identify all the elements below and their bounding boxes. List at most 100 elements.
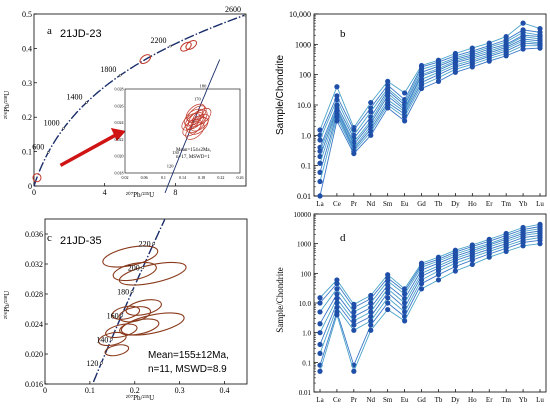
panel-c-annotation-1: Mean=155±12Ma, bbox=[148, 350, 229, 361]
pb-y-tick-label: 1000 bbox=[295, 40, 311, 49]
panel-c-ellipse bbox=[105, 323, 138, 339]
panel-d-label: d bbox=[340, 232, 346, 244]
inset-ellipse bbox=[192, 107, 212, 126]
pd-data-point bbox=[452, 263, 458, 270]
panel-a-x-tick-label: 8 bbox=[173, 188, 177, 197]
panel-a-y-tick-label: 0.3 bbox=[22, 79, 32, 88]
pb-data-point bbox=[368, 99, 374, 106]
pb-data-point bbox=[418, 85, 425, 92]
panel-c-xlabel: ²⁰⁷Pb/²³⁵U bbox=[126, 394, 154, 402]
panel-a-ellipse bbox=[139, 54, 152, 65]
pd-data-point bbox=[317, 295, 323, 301]
panel-a-ylabel: ²⁰⁶Pb/²³⁸U bbox=[3, 91, 11, 119]
pb-data-point bbox=[334, 97, 340, 103]
inset-annotation-2: n=17, MSWD=1 bbox=[176, 155, 210, 160]
pb-x-tick-label: Lu bbox=[536, 200, 544, 208]
panel-d-ylabel-wrap: Sample/Chondrite bbox=[275, 267, 285, 333]
pd-data-point bbox=[317, 309, 323, 315]
pb-x-tick-label: Tm bbox=[501, 200, 511, 208]
inset-ellipse bbox=[190, 113, 210, 132]
panel-a-y-axis-label: ²⁰⁶Pb/²³⁸U bbox=[3, 91, 11, 119]
pd-data-point bbox=[385, 286, 391, 292]
panel-d-marks bbox=[317, 221, 543, 374]
pd-x-tick-label: Er bbox=[486, 396, 493, 404]
pb-data-point bbox=[317, 193, 323, 199]
panel-a-y-tick-label: 0 bbox=[28, 182, 32, 191]
pd-data-point bbox=[351, 304, 357, 311]
pb-data-point bbox=[317, 153, 323, 160]
pb-data-point bbox=[435, 78, 442, 84]
panel-c-y-tick-label: 0.032 bbox=[25, 260, 43, 269]
inset-y-tick-label: 0.018 bbox=[115, 171, 124, 176]
pb-data-point bbox=[435, 75, 442, 81]
panel-a: ²⁰⁶Pb/²³⁸U ²⁰⁷Pb/²³⁵U a 21JD-23 0 4 800.10… bbox=[3, 5, 247, 199]
panel-a-frame bbox=[33, 13, 247, 187]
panel-c-age-label: 160 bbox=[107, 312, 119, 321]
panel-c-ellipse bbox=[120, 312, 185, 336]
panel-c-age-label: 200 bbox=[128, 264, 140, 273]
panel-c-marks: 120 140 160 180 200 220 bbox=[86, 219, 187, 383]
pd-data-point bbox=[469, 261, 475, 268]
panel-a-x-tick-label: 4 bbox=[103, 188, 107, 197]
pd-data-point bbox=[317, 368, 323, 374]
panel-a-age-label: 1000 bbox=[44, 118, 60, 127]
pb-data-point bbox=[351, 127, 357, 133]
pb-series-line bbox=[319, 22, 541, 131]
pb-data-point bbox=[402, 90, 408, 96]
panel-b: Sample/Chondrite b 0.01 0.1 1.0 10.0 100 1000… bbox=[275, 10, 547, 208]
pd-x-tick-label: Gd bbox=[417, 396, 426, 404]
panel-c-ellipse bbox=[119, 318, 160, 336]
pb-data-point bbox=[402, 118, 408, 124]
panel-a-xlabel: ²⁰⁷Pb/²³⁵U bbox=[126, 191, 154, 199]
pd-data-point bbox=[520, 243, 526, 249]
pd-series-line bbox=[319, 223, 541, 305]
pd-y-tick-label: 0.01 bbox=[299, 389, 312, 397]
panel-c-x-tick-label: 0.3 bbox=[175, 386, 185, 395]
panel-a-ellipse bbox=[185, 39, 198, 50]
panel-a-age-marker bbox=[169, 44, 172, 48]
pd-data-point bbox=[368, 327, 374, 333]
pd-series-line bbox=[319, 243, 541, 373]
pd-frame bbox=[313, 213, 547, 393]
panel-a-concordia-curve bbox=[33, 14, 246, 187]
panel-c-y-tick-label: 0.024 bbox=[25, 320, 43, 329]
panel-a-age-marker bbox=[62, 127, 65, 130]
panel-a-age-label: 2600 bbox=[225, 5, 241, 14]
panel-c-x-tick-label: 0.4 bbox=[220, 386, 230, 395]
panel-a-marks: 600 1000 1400 1800 2200 2600 bbox=[32, 5, 247, 187]
pb-x-tick-label: Ho bbox=[468, 200, 477, 208]
panel-a-ellipse bbox=[32, 173, 42, 183]
panel-c-age-label: 180 bbox=[117, 288, 129, 297]
pd-y-tick-label: 10000 bbox=[294, 211, 312, 219]
pb-data-point bbox=[334, 93, 340, 99]
inset-frame bbox=[124, 88, 241, 174]
inset-ellipse bbox=[183, 108, 204, 127]
panel-c-ylabel-wrap: ²⁰⁶Pb/²³⁸U bbox=[3, 291, 11, 319]
inset-ellipse bbox=[181, 112, 201, 131]
panel-c-annotation-2: n=11, MSWD=8.9 bbox=[148, 364, 227, 375]
pd-x-tick-label: Eu bbox=[401, 396, 409, 404]
pd-data-point bbox=[486, 254, 492, 260]
pd-series-line bbox=[319, 230, 541, 324]
pd-series-line bbox=[319, 237, 541, 354]
inset-age-label: 120 bbox=[167, 163, 175, 168]
inset-age-label: 170 bbox=[194, 97, 202, 102]
panel-c-x-tick-label: 0.1 bbox=[85, 386, 95, 395]
panel-c-age-marker bbox=[130, 290, 134, 294]
panel-c-ellipse bbox=[104, 344, 130, 357]
panel-c-age-marker bbox=[109, 337, 113, 341]
pb-data-point bbox=[385, 105, 391, 111]
panel-c-ellipse bbox=[111, 305, 141, 320]
panel-a-y-tick-label: 0.5 bbox=[22, 10, 32, 19]
pd-x-tick-label: Sm bbox=[383, 396, 393, 404]
panel-d-axes: 0.01 0.1 1.0 10.0 100 1000 10000 La Ce Pr Nd Sm Eu Gd… bbox=[294, 211, 547, 404]
pd-data-point bbox=[334, 296, 340, 302]
pb-data-point bbox=[537, 45, 543, 51]
panel-a-age-marker bbox=[46, 151, 50, 154]
pd-data-point bbox=[385, 290, 391, 296]
panel-c-age-label: 220 bbox=[139, 240, 151, 249]
pb-data-point bbox=[368, 109, 374, 115]
panel-c-ylabel: ²⁰⁶Pb/²³⁸U bbox=[3, 291, 11, 319]
panel-a-age-marker bbox=[85, 101, 88, 104]
pd-y-tick-label: 1000 bbox=[297, 241, 312, 249]
